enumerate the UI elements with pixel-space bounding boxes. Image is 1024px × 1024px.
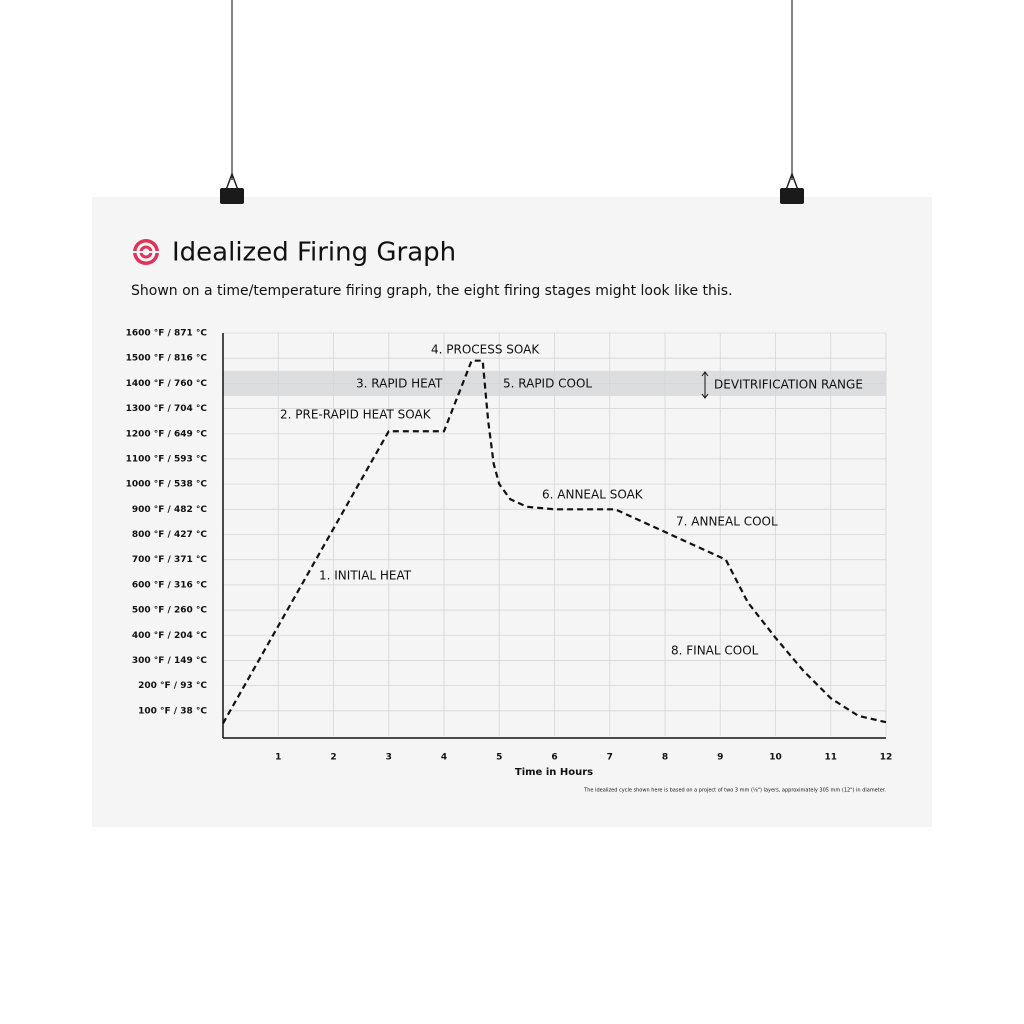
x-tick-label: 7 <box>607 753 613 763</box>
stage-label: 2. PRE-RAPID HEAT SOAK <box>280 408 432 422</box>
stage-label: 8. FINAL COOL <box>671 644 759 658</box>
y-tick-label: 1100 °F / 593 °C <box>126 454 208 464</box>
x-tick-label: 9 <box>717 753 723 763</box>
temperature-line <box>222 359 887 724</box>
x-tick-label: 5 <box>496 753 502 763</box>
y-tick-label: 300 °F / 149 °C <box>132 656 208 666</box>
x-tick-label: 6 <box>551 753 557 763</box>
x-tick-label: 8 <box>662 753 668 763</box>
stage-label: 3. RAPID HEAT <box>356 377 443 391</box>
stage-label: 5. RAPID COOL <box>503 377 592 391</box>
poster <box>92 197 932 827</box>
logo-icon <box>131 239 161 265</box>
x-tick-label: 1 <box>275 753 281 763</box>
x-tick-label: 11 <box>824 753 837 763</box>
y-tick-label: 200 °F / 93 °C <box>138 681 207 691</box>
x-axis-title: Time in Hours <box>515 767 593 778</box>
stage-label: 6. ANNEAL SOAK <box>542 488 644 502</box>
band-label: DEVITRIFICATION RANGE <box>714 378 863 392</box>
stage-label: 1. INITIAL HEAT <box>319 569 412 583</box>
y-tick-label: 1000 °F / 538 °C <box>126 480 208 490</box>
stage-label: 7. ANNEAL COOL <box>676 515 778 529</box>
y-tick-label: 1300 °F / 704 °C <box>126 404 208 414</box>
x-tick-label: 10 <box>769 753 782 763</box>
y-tick-label: 1400 °F / 760 °C <box>126 379 208 389</box>
x-tick-label: 2 <box>330 753 336 763</box>
y-tick-label: 100 °F / 38 °C <box>138 706 207 716</box>
y-tick-label: 400 °F / 204 °C <box>132 631 208 641</box>
y-tick-label: 500 °F / 260 °C <box>132 606 208 616</box>
clip <box>220 171 244 204</box>
y-tick-label: 600 °F / 316 °C <box>132 580 208 590</box>
y-tick-label: 700 °F / 371 °C <box>132 555 208 565</box>
x-tick-label: 3 <box>386 753 392 763</box>
band-arrow <box>701 371 709 399</box>
y-tick-label: 1600 °F / 871 °C <box>126 329 208 339</box>
clip <box>780 171 804 204</box>
chart-title: Idealized Firing Graph <box>172 238 456 268</box>
x-tick-label: 4 <box>441 753 447 763</box>
y-tick-label: 1500 °F / 816 °C <box>126 354 208 364</box>
y-tick-label: 900 °F / 482 °C <box>132 505 208 515</box>
x-tick-label: 12 <box>880 753 893 763</box>
y-tick-label: 1200 °F / 649 °C <box>126 429 208 439</box>
y-tick-label: 800 °F / 427 °C <box>132 530 208 540</box>
stage-label: 4. PROCESS SOAK <box>431 343 540 357</box>
footnote: The idealized cycle shown here is based … <box>583 788 886 794</box>
subtitle: Shown on a time/temperature firing graph… <box>131 283 733 299</box>
